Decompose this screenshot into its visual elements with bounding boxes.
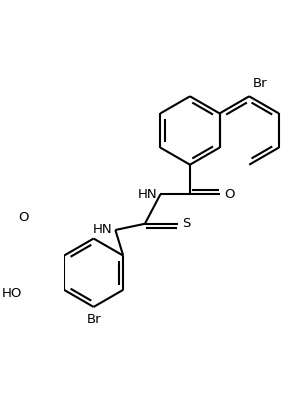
Text: HO: HO: [2, 288, 22, 301]
Text: Br: Br: [86, 313, 101, 326]
Text: O: O: [224, 188, 235, 201]
Text: HN: HN: [93, 224, 112, 237]
Text: Br: Br: [253, 77, 268, 90]
Text: O: O: [18, 211, 29, 224]
Text: HN: HN: [138, 188, 157, 201]
Text: S: S: [182, 217, 190, 230]
